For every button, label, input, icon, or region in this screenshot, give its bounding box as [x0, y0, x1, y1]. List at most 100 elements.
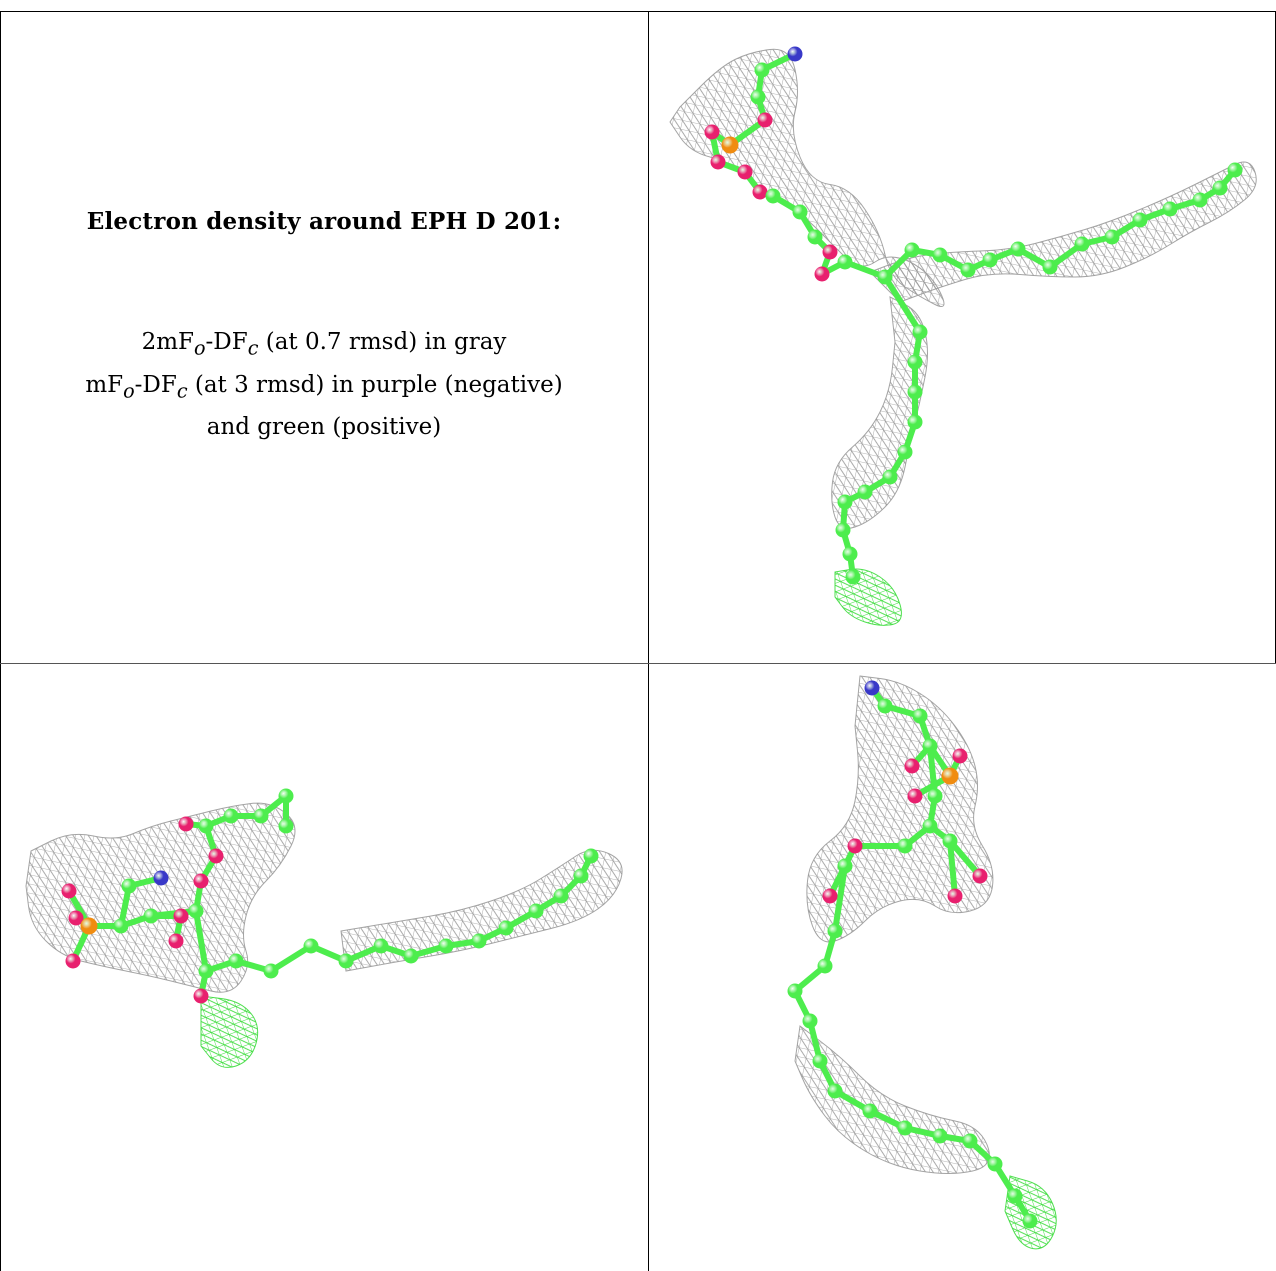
- density-mesh: [25, 802, 296, 993]
- carbon-atom: [837, 858, 853, 874]
- nitrogen-atom: [787, 46, 803, 62]
- carbon-atom: [498, 920, 514, 936]
- oxygen-atom: [65, 953, 81, 969]
- oxygen-atom: [907, 788, 923, 804]
- density-view-2: [1, 666, 647, 1271]
- table-row-rule: [0, 663, 1276, 664]
- view3-bond: [927, 743, 938, 799]
- positive-density-mesh: [200, 995, 259, 1068]
- carbon-atom: [1227, 162, 1243, 178]
- carbon-atom: [845, 569, 861, 585]
- carbon-atom: [835, 522, 851, 538]
- oxygen-atom: [168, 933, 184, 949]
- molecule-render-1: [669, 46, 1257, 626]
- carbon-atom: [922, 738, 938, 754]
- carbon-atom: [927, 788, 943, 804]
- density-mesh: [794, 1025, 990, 1174]
- carbon-atom: [787, 983, 803, 999]
- carbon-atom: [817, 958, 833, 974]
- carbon-atom: [912, 324, 928, 340]
- view2-bond: [148, 908, 199, 919]
- carbon-atom: [792, 204, 808, 220]
- caption-cell: Electron density around EPH D 201: 2mFo-…: [1, 12, 647, 663]
- oxygen-atom: [208, 848, 224, 864]
- oxygen-atom: [193, 988, 209, 1004]
- carbon-atom: [907, 414, 923, 430]
- carbon-atom: [754, 62, 770, 78]
- positive-density-mesh: [834, 568, 902, 626]
- carbon-atom: [802, 1013, 818, 1029]
- carbon-atom: [862, 1103, 878, 1119]
- carbon-atom: [553, 888, 569, 904]
- phosphorus-atom: [721, 136, 739, 154]
- carbon-atom: [877, 698, 893, 714]
- carbon-atom: [1162, 201, 1178, 217]
- carbon-atom: [932, 247, 948, 263]
- view1-bond: [882, 274, 923, 335]
- oxygen-atom: [68, 910, 84, 926]
- oxygen-atom: [704, 124, 720, 140]
- molecule-render-2: [25, 788, 623, 1068]
- carbon-atom: [228, 953, 244, 969]
- carbon-atom: [897, 838, 913, 854]
- density-view-1: [650, 12, 1276, 663]
- carbon-atom: [1132, 212, 1148, 228]
- carbon-atom: [987, 1156, 1003, 1172]
- carbon-atom: [198, 818, 214, 834]
- caption-line-green: and green (positive): [206, 414, 442, 441]
- view2-bond: [193, 908, 209, 974]
- carbon-atom: [812, 1053, 828, 1069]
- oxygen-atom: [752, 184, 768, 200]
- carbon-atom: [807, 229, 823, 245]
- caption-title: Electron density around EPH D 201:: [86, 208, 562, 235]
- carbon-atom: [583, 848, 599, 864]
- oxygen-atom: [822, 888, 838, 904]
- carbon-atom: [922, 818, 938, 834]
- carbon-atom: [1074, 236, 1090, 252]
- carbon-atom: [897, 444, 913, 460]
- carbon-atom: [1022, 1213, 1038, 1229]
- carbon-atom: [877, 269, 893, 285]
- carbon-atom: [143, 908, 159, 924]
- carbon-atom: [750, 89, 766, 105]
- phosphorus-atom: [941, 767, 959, 785]
- oxygen-atom: [847, 838, 863, 854]
- oxygen-atom: [178, 816, 194, 832]
- molecule-render-3: [787, 675, 1057, 1250]
- carbon-atom: [573, 868, 589, 884]
- density-mesh: [869, 161, 1257, 303]
- phosphorus-atom: [80, 917, 98, 935]
- table-top-rule: [0, 11, 1276, 12]
- carbon-atom: [438, 938, 454, 954]
- carbon-atom: [113, 918, 129, 934]
- carbon-atom: [932, 1128, 948, 1144]
- carbon-atom: [471, 933, 487, 949]
- carbon-atom: [278, 788, 294, 804]
- oxygen-atom: [822, 244, 838, 260]
- oxygen-atom: [61, 883, 77, 899]
- carbon-atom: [942, 833, 958, 849]
- carbon-atom: [1212, 180, 1228, 196]
- carbon-atom: [188, 903, 204, 919]
- carbon-atom: [528, 903, 544, 919]
- carbon-atom: [907, 384, 923, 400]
- oxygen-atom: [193, 873, 209, 889]
- carbon-atom: [912, 708, 928, 724]
- carbon-atom: [1192, 192, 1208, 208]
- carbon-atom: [338, 953, 354, 969]
- view2-bond: [268, 943, 314, 974]
- view3-bond: [832, 863, 848, 934]
- oxygen-atom: [757, 112, 773, 128]
- oxygen-atom: [814, 266, 830, 282]
- carbon-atom: [223, 808, 239, 824]
- density-mesh: [806, 675, 994, 943]
- carbon-atom: [907, 354, 923, 370]
- carbon-atom: [904, 242, 920, 258]
- caption-line-2mfo: 2mFo-DFc (at 0.7 rmsd) in gray: [141, 329, 507, 360]
- caption-body: 2mFo-DFc (at 0.7 rmsd) in gray mFo-DFc (…: [1, 324, 647, 445]
- carbon-atom: [121, 878, 137, 894]
- density-mesh: [340, 849, 623, 972]
- carbon-atom: [842, 546, 858, 562]
- carbon-atom: [278, 818, 294, 834]
